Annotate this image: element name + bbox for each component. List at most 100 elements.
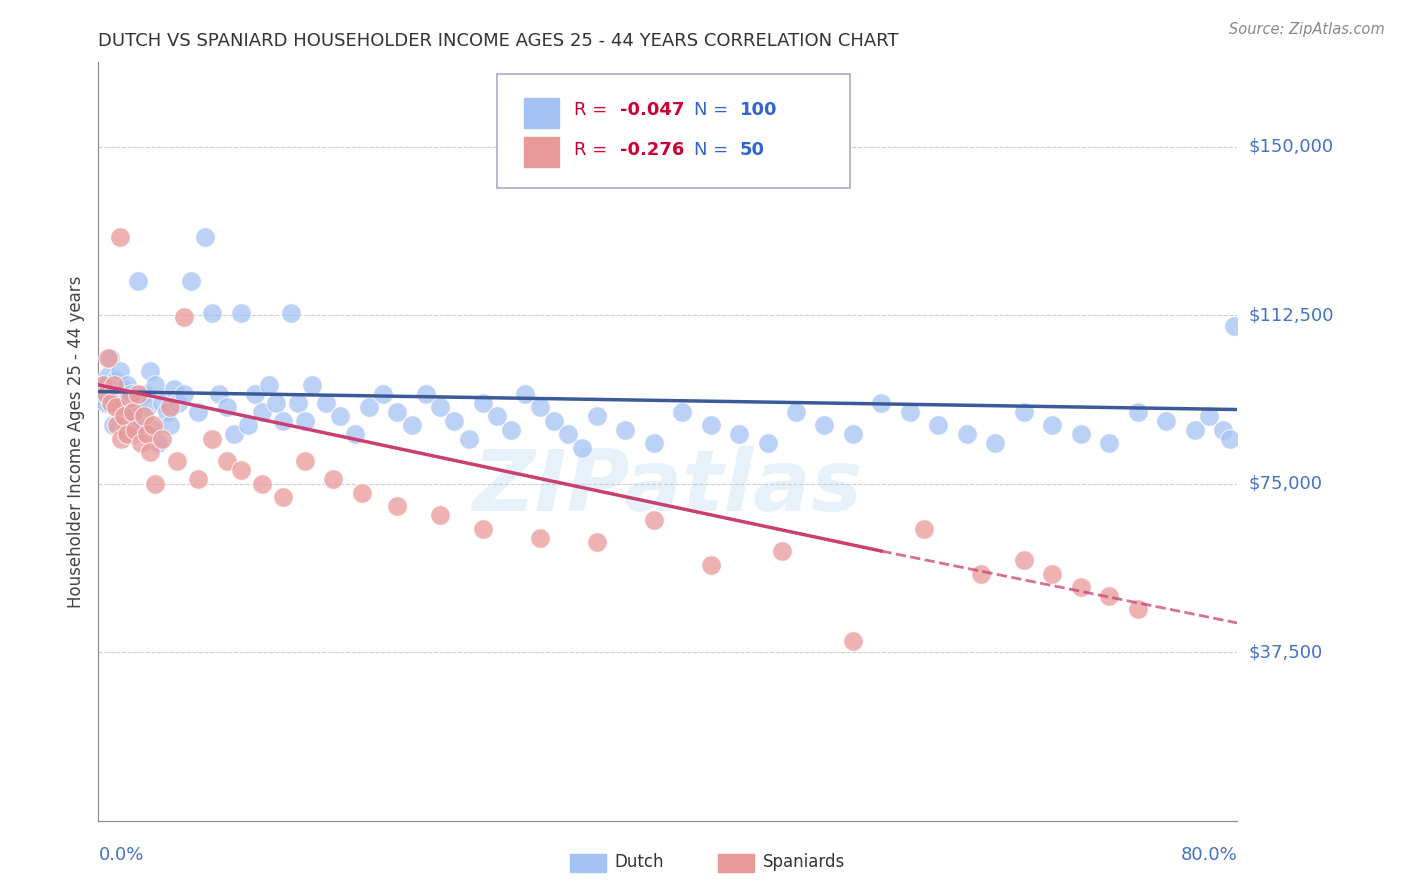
Point (201, 432, 224, 446)
Point (135, 427, 157, 442)
Point (1040, 566, 1063, 581)
Point (105, 401, 128, 415)
Point (91, 377, 114, 392)
Point (97, 368, 120, 383)
Point (1126, 405, 1149, 419)
Point (97, 351, 120, 365)
Point (120, 386, 142, 401)
Point (280, 306, 302, 320)
Point (145, 377, 167, 392)
Point (215, 454, 238, 468)
Point (129, 436, 152, 450)
Point (132, 386, 155, 401)
Point (112, 396, 135, 410)
Point (222, 427, 245, 442)
Point (138, 364, 160, 378)
Point (152, 396, 174, 410)
Point (343, 427, 366, 442)
Point (201, 306, 224, 320)
Point (127, 386, 149, 401)
Text: N =: N = (695, 141, 734, 159)
Point (557, 427, 579, 442)
Point (194, 229, 217, 244)
Point (124, 423, 146, 437)
Point (91, 377, 114, 392)
Point (1223, 319, 1246, 334)
Point (118, 392, 141, 406)
Text: Spaniards: Spaniards (762, 854, 845, 871)
Point (180, 275, 202, 289)
Point (970, 566, 993, 581)
Point (121, 405, 143, 419)
Text: Dutch: Dutch (614, 854, 664, 871)
FancyBboxPatch shape (498, 74, 851, 187)
Point (350, 485, 373, 500)
Point (138, 445, 160, 459)
Point (1012, 553, 1035, 567)
Point (103, 392, 125, 406)
Point (105, 418, 128, 433)
Point (100, 396, 122, 410)
Point (643, 436, 665, 450)
Point (329, 409, 352, 424)
Point (387, 405, 409, 419)
Point (229, 463, 252, 477)
Point (236, 418, 259, 433)
FancyBboxPatch shape (569, 854, 606, 872)
Y-axis label: Householder Income Ages 25 - 44 years: Householder Income Ages 25 - 44 years (66, 276, 84, 607)
Point (471, 396, 494, 410)
Point (529, 531, 551, 545)
Point (585, 535, 607, 549)
Point (115, 377, 138, 392)
Point (1154, 414, 1177, 428)
Text: 80.0%: 80.0% (1181, 846, 1237, 863)
Point (112, 409, 135, 424)
Point (1040, 418, 1063, 433)
Point (141, 418, 163, 433)
Point (187, 472, 209, 486)
Point (1219, 432, 1241, 446)
Point (643, 513, 665, 527)
Point (315, 396, 337, 410)
Point (1126, 602, 1149, 616)
Point (122, 427, 145, 442)
Point (159, 418, 181, 433)
Point (699, 418, 721, 433)
Point (898, 405, 921, 419)
Point (173, 310, 195, 325)
FancyBboxPatch shape (524, 137, 558, 168)
Point (187, 405, 209, 419)
Point (250, 405, 273, 419)
Point (96, 386, 118, 401)
Text: -0.276: -0.276 (620, 141, 685, 159)
Point (215, 401, 238, 415)
Point (357, 401, 380, 415)
Point (322, 472, 344, 486)
Point (984, 436, 1007, 450)
Text: Source: ZipAtlas.com: Source: ZipAtlas.com (1229, 22, 1385, 37)
Point (166, 454, 188, 468)
Point (101, 418, 124, 433)
Point (167, 396, 190, 410)
Point (163, 382, 186, 396)
Point (728, 427, 751, 442)
Point (110, 432, 132, 446)
Text: ZIPatlas: ZIPatlas (472, 445, 863, 529)
Point (543, 414, 565, 428)
Point (415, 386, 437, 401)
Text: R =: R = (575, 141, 613, 159)
FancyBboxPatch shape (718, 854, 755, 872)
Point (870, 396, 893, 410)
Point (671, 405, 693, 419)
Point (173, 386, 195, 401)
Text: $150,000: $150,000 (1249, 137, 1333, 156)
Point (1098, 589, 1121, 603)
Point (443, 414, 465, 428)
Point (259, 377, 281, 392)
Point (108, 364, 131, 378)
Point (107, 386, 129, 401)
Point (457, 432, 479, 446)
Point (111, 382, 134, 396)
Text: 100: 100 (740, 101, 778, 120)
Point (127, 275, 149, 289)
